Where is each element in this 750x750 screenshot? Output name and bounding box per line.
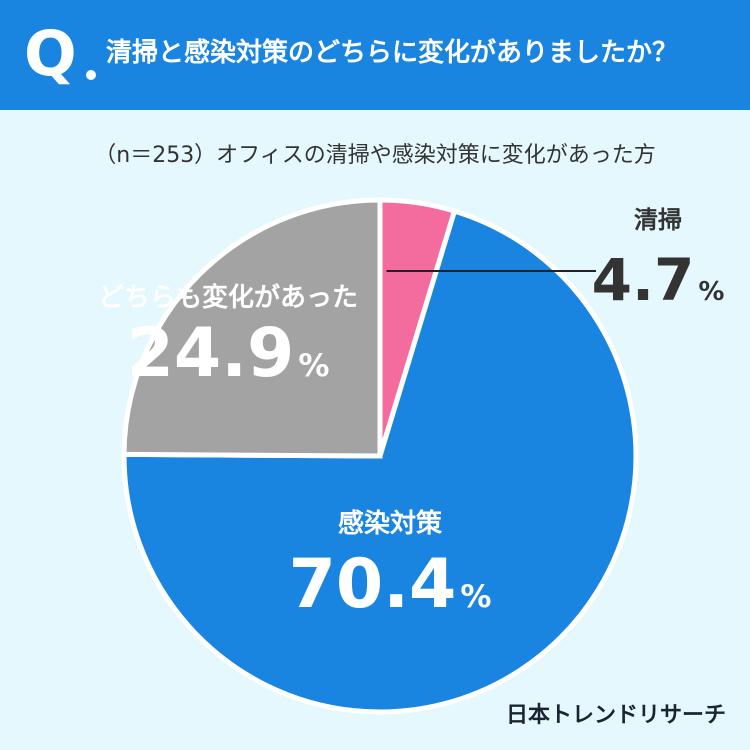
value-cleaning: 4.7%	[592, 246, 725, 314]
q-mark: Q	[24, 17, 77, 90]
chart-subtitle: （n＝253）オフィスの清掃や感染対策に変化があった方	[94, 143, 656, 168]
label-both: どちらも変化があった	[98, 282, 358, 313]
percent-sign: %	[698, 277, 724, 307]
percent-sign: %	[298, 348, 329, 384]
percent-sign: %	[460, 579, 491, 615]
label-cleaning: 清掃	[634, 206, 682, 234]
question-header: Q 清掃と感染対策のどちらに変化がありましたか？	[0, 0, 750, 110]
q-dot	[86, 70, 96, 80]
slice-both	[121, 197, 383, 459]
slice-infection-control	[121, 207, 639, 715]
brand-logo: 日本トレンドリサーチ	[505, 703, 726, 728]
question-text: 清掃と感染対策のどちらに変化がありましたか？	[106, 38, 679, 68]
label-infection-control: 感染対策	[338, 508, 442, 539]
